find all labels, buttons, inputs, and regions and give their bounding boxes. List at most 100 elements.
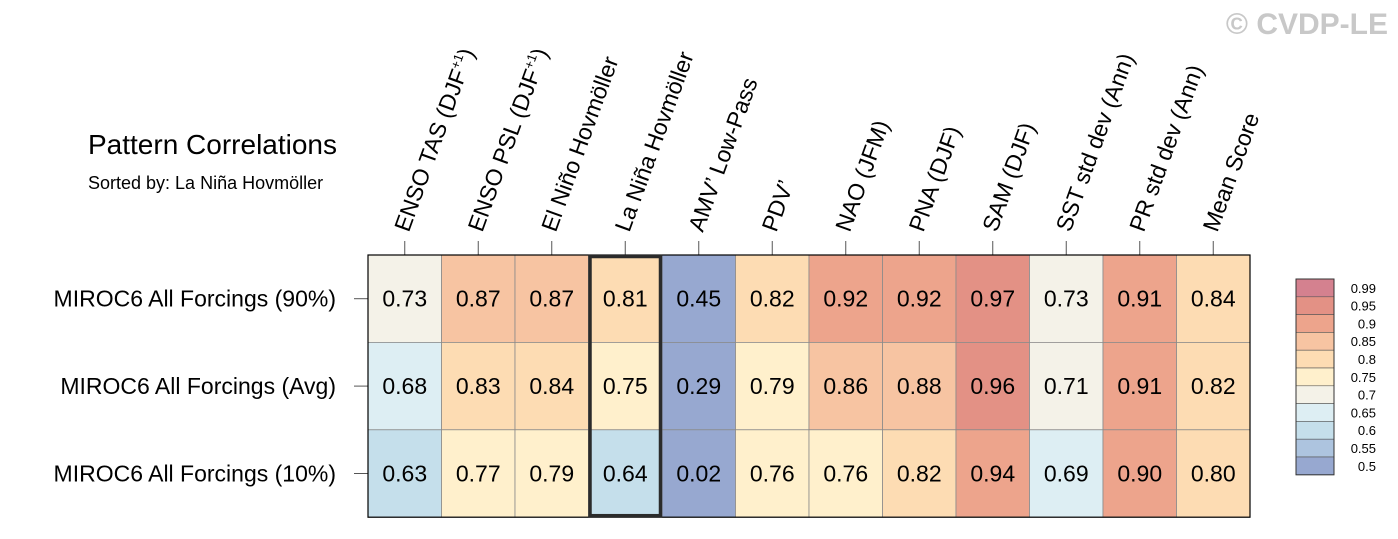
heatmap-cell <box>1102 254 1177 343</box>
column-label: PR std dev (Ann) <box>1124 61 1208 234</box>
colorbar-swatch <box>1295 385 1335 404</box>
colorbar-frame <box>1295 278 1335 476</box>
cell-value-label: 0.84 <box>529 373 574 399</box>
row-labels: MIROC6 All Forcings (90%) MIROC6 All Forc… <box>54 286 368 487</box>
cell-value-label: 0.64 <box>603 461 648 487</box>
cell-value-label: 0.84 <box>1191 286 1236 312</box>
colorbar-tick-label: 0.85 <box>1351 334 1376 349</box>
row-label: MIROC6 All Forcings (Avg) <box>60 373 336 399</box>
cell-value-label: 0.92 <box>823 286 868 312</box>
colorbar-tick-label: 0.75 <box>1351 370 1376 385</box>
heatmap-cell <box>514 341 589 431</box>
column-label: ENSO TAS (DJF+1) <box>389 45 479 235</box>
colorbar-tick-label: 0.7 <box>1358 388 1376 403</box>
heatmap-cell <box>1029 254 1104 343</box>
cell-value-label: 0.73 <box>382 286 427 312</box>
column-label: PDV’ <box>757 177 799 235</box>
colorbar-tick-label: 0.8 <box>1358 352 1376 367</box>
cell-value-label: 0.73 <box>1044 286 1089 312</box>
cell-value-label: 0.29 <box>676 373 721 399</box>
heatmap-cell <box>882 429 957 518</box>
colorbar-swatch <box>1295 314 1335 333</box>
colorbar-tick-label: 0.65 <box>1351 405 1376 420</box>
colorbar-tick-label: 0.99 <box>1351 281 1376 296</box>
colorbar-swatch <box>1295 438 1335 458</box>
heatmap-cell <box>955 254 1030 343</box>
heatmap-cell <box>588 429 663 518</box>
heatmap-cell <box>735 429 810 518</box>
cell-value-label: 0.76 <box>750 461 795 487</box>
heatmap-cell <box>955 341 1030 431</box>
column-label: AMV’ Low-Pass <box>683 74 763 235</box>
column-label: La Niña Hovmöller <box>610 48 699 235</box>
cell-value-label: 0.90 <box>1117 461 1162 487</box>
cell-value-label: 0.79 <box>529 461 574 487</box>
column-label: El Niño Hovmöller <box>536 53 623 235</box>
cell-value-label: 0.82 <box>1191 373 1236 399</box>
heatmap-cell <box>1176 254 1251 343</box>
cell-value-label: 0.87 <box>529 286 574 312</box>
chart-title: Pattern Correlations <box>88 129 337 160</box>
heatmap-cell <box>441 429 516 518</box>
colorbar-swatch <box>1295 403 1335 422</box>
heatmap-cell <box>514 254 589 343</box>
cell-value-label: 0.88 <box>897 373 942 399</box>
heatmap-cell <box>441 341 516 431</box>
heatmap-cell <box>514 429 589 518</box>
heatmap-frame <box>367 254 1251 518</box>
heatmap-cell <box>882 254 957 343</box>
colorbar-swatch <box>1295 296 1335 315</box>
cell-value-label: 0.69 <box>1044 461 1089 487</box>
column-label: NAO (JFM) <box>830 117 894 235</box>
row-label: MIROC6 All Forcings (10%) <box>54 461 336 487</box>
cell-value-label: 0.96 <box>970 373 1015 399</box>
column-label: PNA (DJF) <box>904 123 966 235</box>
chart-subtitle: Sorted by: La Niña Hovmöller <box>88 173 323 193</box>
cell-value-label: 0.94 <box>970 461 1015 487</box>
colorbar-swatch <box>1295 367 1335 387</box>
column-label: SAM (DJF) <box>977 119 1040 235</box>
colorbar-tick-label: 0.9 <box>1358 316 1376 331</box>
watermark: © CVDP-LE <box>1226 8 1388 41</box>
cell-value-label: 0.87 <box>456 286 501 312</box>
colorbar-swatch <box>1295 278 1335 298</box>
cell-value-label: 0.63 <box>382 461 427 487</box>
highlighted-column-box <box>588 254 663 518</box>
heatmap-cell <box>735 254 810 343</box>
cell-value-label: 0.86 <box>823 373 868 399</box>
colorbar-legend: 0.99 0.95 0.9 0.85 0.8 0.75 0.7 0.65 0.6 0.55 0.5 <box>1295 278 1376 476</box>
heatmap-cell <box>1176 341 1251 431</box>
column-label: ENSO PSL (DJF+1) <box>463 45 553 235</box>
cell-value-label: 0.77 <box>456 461 501 487</box>
cell-value-label: 0.80 <box>1191 461 1236 487</box>
heatmap-cells: 0.73 0.87 0.87 0.81 0.45 0.82 0.92 0.92 0.97 0.73… <box>367 254 1251 518</box>
cell-value-label: 0.97 <box>970 286 1015 312</box>
cell-value-label: 0.71 <box>1044 373 1089 399</box>
heatmap-cell <box>588 254 663 343</box>
cell-value-label: 0.45 <box>676 286 721 312</box>
cell-value-label: 0.79 <box>750 373 795 399</box>
row-label: MIROC6 All Forcings (90%) <box>54 286 336 312</box>
cell-value-label: 0.91 <box>1117 373 1162 399</box>
cell-value-label: 0.83 <box>456 373 501 399</box>
colorbar-swatch <box>1295 456 1335 476</box>
cell-value-label: 0.75 <box>603 373 648 399</box>
cell-value-label: 0.92 <box>897 286 942 312</box>
cell-value-label: 0.82 <box>897 461 942 487</box>
heatmap-cell <box>1102 341 1177 431</box>
colorbar-swatch <box>1295 349 1335 369</box>
heatmap-cell <box>1102 429 1177 518</box>
heatmap-cell <box>882 341 957 431</box>
heatmap-cell <box>735 341 810 431</box>
cell-value-label: 0.68 <box>382 373 427 399</box>
colorbar-swatch <box>1295 332 1335 351</box>
cell-value-label: 0.02 <box>676 461 721 487</box>
cell-value-label: 0.82 <box>750 286 795 312</box>
heatmap-cell <box>955 429 1030 518</box>
cell-value-label: 0.81 <box>603 286 648 312</box>
colorbar-tick-label: 0.95 <box>1351 299 1376 314</box>
heatmap-cell <box>367 254 442 343</box>
column-label: Mean Score <box>1198 109 1265 234</box>
column-label: SST std dev (Ann) <box>1051 50 1140 235</box>
